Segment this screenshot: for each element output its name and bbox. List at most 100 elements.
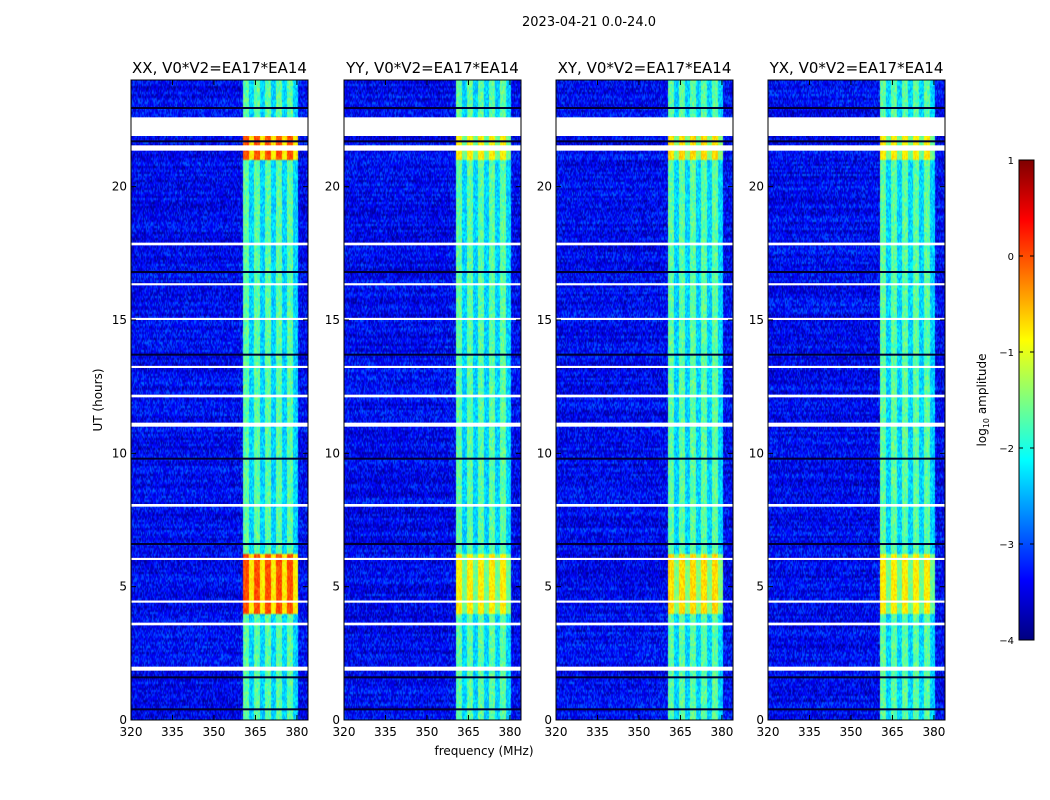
flagged-band	[344, 600, 521, 603]
x-tick-label: 380	[498, 725, 521, 739]
dark-line	[556, 140, 733, 143]
y-tick-label: 15	[325, 313, 340, 327]
x-tick-label: 335	[161, 725, 184, 739]
flagged-band	[556, 504, 733, 507]
flagged-band	[344, 666, 521, 671]
x-tick-label: 320	[333, 725, 356, 739]
x-axis-label: frequency (MHz)	[434, 744, 533, 758]
flagged-band	[344, 145, 521, 151]
dark-line	[768, 271, 945, 273]
flagged-band	[768, 242, 945, 246]
x-tick-label: 350	[628, 725, 651, 739]
flagged-band	[768, 117, 945, 136]
x-tick-label: 365	[244, 725, 267, 739]
flagged-band	[768, 317, 945, 320]
panel-title: XX, V0*V2=EA17*EA14	[132, 59, 307, 77]
panel-title: XY, V0*V2=EA17*EA14	[558, 59, 732, 77]
flagged-band	[556, 557, 733, 560]
flagged-band	[344, 242, 521, 246]
dark-line	[131, 107, 308, 109]
dark-line	[556, 107, 733, 109]
dark-line	[131, 543, 308, 545]
dark-line	[131, 271, 308, 273]
heatmap-image	[131, 80, 308, 720]
flagged-band	[131, 622, 308, 626]
y-tick-label: 0	[119, 713, 127, 727]
panel-frame	[555, 79, 734, 721]
y-tick-label: 0	[756, 713, 764, 727]
panel-4: YX, V0*V2=EA17*EA14 320 335 350 365 380 0 5 10 15…	[749, 59, 946, 739]
colorbar-tick-label: −1	[999, 348, 1014, 359]
x-tick-label: 380	[922, 725, 945, 739]
colorbar-label: log10 amplitude	[975, 354, 991, 447]
flagged-band	[131, 117, 308, 136]
flagged-band	[768, 145, 945, 151]
dark-line	[768, 353, 945, 356]
x-tick-label: 380	[710, 725, 733, 739]
figure-suptitle: 2023-04-21 0.0-24.0	[522, 15, 656, 30]
colorbar-tick-label: −2	[999, 444, 1014, 455]
flagged-band	[556, 622, 733, 626]
flagged-band	[131, 666, 308, 671]
flagged-band	[768, 666, 945, 671]
flagged-band	[556, 365, 733, 368]
dark-line	[768, 543, 945, 545]
dark-line	[768, 107, 945, 109]
dark-line	[344, 676, 521, 679]
panel-title: YY, V0*V2=EA17*EA14	[345, 59, 519, 77]
colorbar-tick-label: 0	[1008, 252, 1014, 263]
y-tick-label: 15	[749, 313, 764, 327]
flagged-band	[344, 622, 521, 626]
flagged-band	[556, 317, 733, 320]
heatmap-image	[768, 80, 945, 720]
flagged-band	[344, 504, 521, 507]
panel-frame	[343, 79, 522, 721]
x-tick-label: 350	[203, 725, 226, 739]
dark-line	[768, 457, 945, 460]
dark-line	[131, 457, 308, 460]
flagged-band	[556, 145, 733, 151]
flagged-band	[131, 600, 308, 603]
flagged-band	[556, 242, 733, 246]
x-tick-label: 335	[586, 725, 609, 739]
y-tick-label: 20	[749, 180, 764, 194]
dark-line	[344, 543, 521, 545]
y-tick-label: 15	[537, 313, 552, 327]
colorbar: 1 0 −1 −2 −3 −4	[999, 156, 1035, 647]
x-tick-label: 320	[120, 725, 143, 739]
y-tick-label: 20	[537, 180, 552, 194]
flagged-band	[131, 283, 308, 286]
flagged-band	[131, 317, 308, 320]
y-axis-label: UT (hours)	[91, 368, 105, 431]
flagged-band	[131, 242, 308, 246]
x-tick-label: 320	[757, 725, 780, 739]
flagged-band	[768, 365, 945, 368]
dark-line	[131, 353, 308, 356]
flagged-band	[131, 394, 308, 398]
dark-line	[344, 107, 521, 109]
flagged-band	[768, 283, 945, 286]
dark-line	[556, 543, 733, 545]
dark-line	[131, 676, 308, 679]
y-tick-label: 10	[325, 446, 340, 460]
flagged-band	[556, 117, 733, 136]
flagged-band	[768, 504, 945, 507]
y-tick-label: 5	[756, 580, 764, 594]
colorbar-tick-label: −3	[999, 540, 1014, 551]
dark-line	[131, 708, 308, 711]
dark-line	[768, 676, 945, 679]
flagged-band	[556, 600, 733, 603]
flagged-band	[768, 622, 945, 626]
dark-line	[344, 140, 521, 143]
panel-3: XY, V0*V2=EA17*EA14 320 335 350 365 380 0 5 10 15…	[537, 59, 734, 739]
dark-line	[768, 708, 945, 711]
flagged-band	[768, 422, 945, 427]
flagged-band	[131, 145, 308, 151]
flagged-band	[131, 504, 308, 507]
flagged-band	[344, 365, 521, 368]
x-tick-label: 380	[285, 725, 308, 739]
panel-frame	[767, 79, 946, 721]
panel-title: YX, V0*V2=EA17*EA14	[769, 59, 944, 77]
panels: XX, V0*V2=EA17*EA14 320 335 350 365 380 0 5 10 15…	[112, 59, 946, 739]
colorbar-gradient	[1018, 159, 1035, 641]
